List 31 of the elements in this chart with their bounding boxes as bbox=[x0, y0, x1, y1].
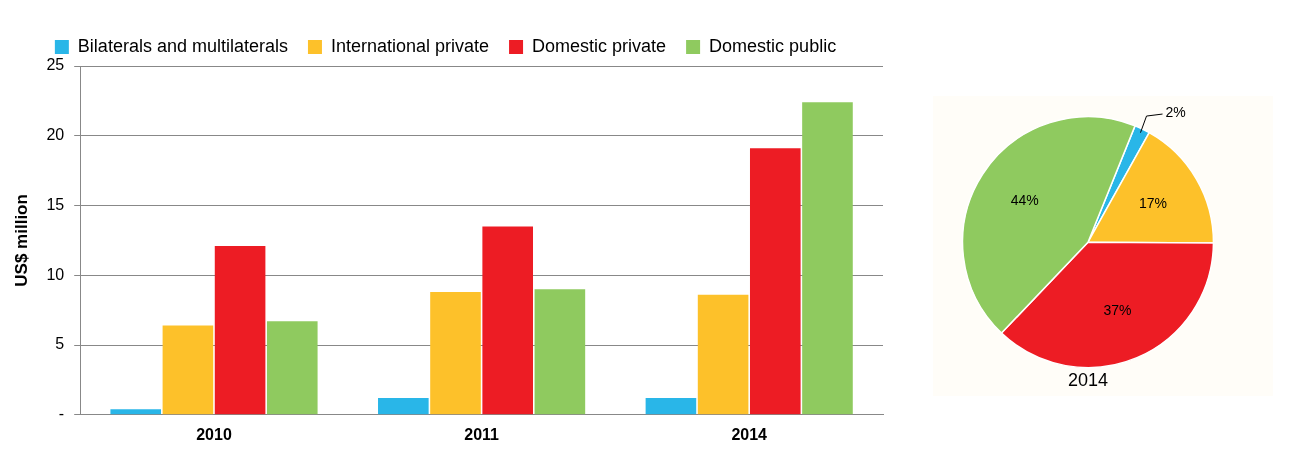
y-tick-label: - bbox=[58, 405, 65, 423]
bar bbox=[162, 325, 214, 415]
bar bbox=[534, 289, 586, 415]
bar bbox=[110, 409, 162, 415]
data-label: 44% bbox=[1010, 192, 1039, 209]
bar bbox=[802, 102, 853, 415]
legend-label: Bilaterals and multilaterals bbox=[77, 35, 288, 56]
data-label: 2% bbox=[1165, 103, 1186, 120]
legend-label: Domestic private bbox=[532, 35, 667, 56]
x-tick-label: 2014 bbox=[731, 425, 768, 443]
y-tick-label: 5 bbox=[55, 335, 65, 353]
y-axis-title: US$ million bbox=[11, 194, 31, 287]
text: 2014 bbox=[1067, 370, 1109, 391]
bar bbox=[378, 398, 429, 415]
legend-label: Domestic public bbox=[709, 35, 837, 56]
bar bbox=[645, 398, 697, 415]
bar bbox=[482, 226, 533, 415]
x-tick-label: 2011 bbox=[464, 425, 500, 443]
y-tick-label: 20 bbox=[46, 126, 65, 144]
y-tick-label: 25 bbox=[46, 56, 65, 74]
y-tick-label: 15 bbox=[46, 195, 65, 213]
x-tick-label: 2010 bbox=[196, 425, 232, 443]
data-label: 37% bbox=[1103, 302, 1132, 319]
bar bbox=[214, 245, 266, 415]
y-tick-label: 10 bbox=[46, 265, 65, 283]
data-label: 17% bbox=[1139, 195, 1168, 212]
bar bbox=[266, 321, 318, 415]
bar bbox=[430, 292, 481, 415]
legend-label: International private bbox=[330, 35, 490, 56]
bar bbox=[749, 148, 801, 415]
bar bbox=[697, 294, 749, 415]
